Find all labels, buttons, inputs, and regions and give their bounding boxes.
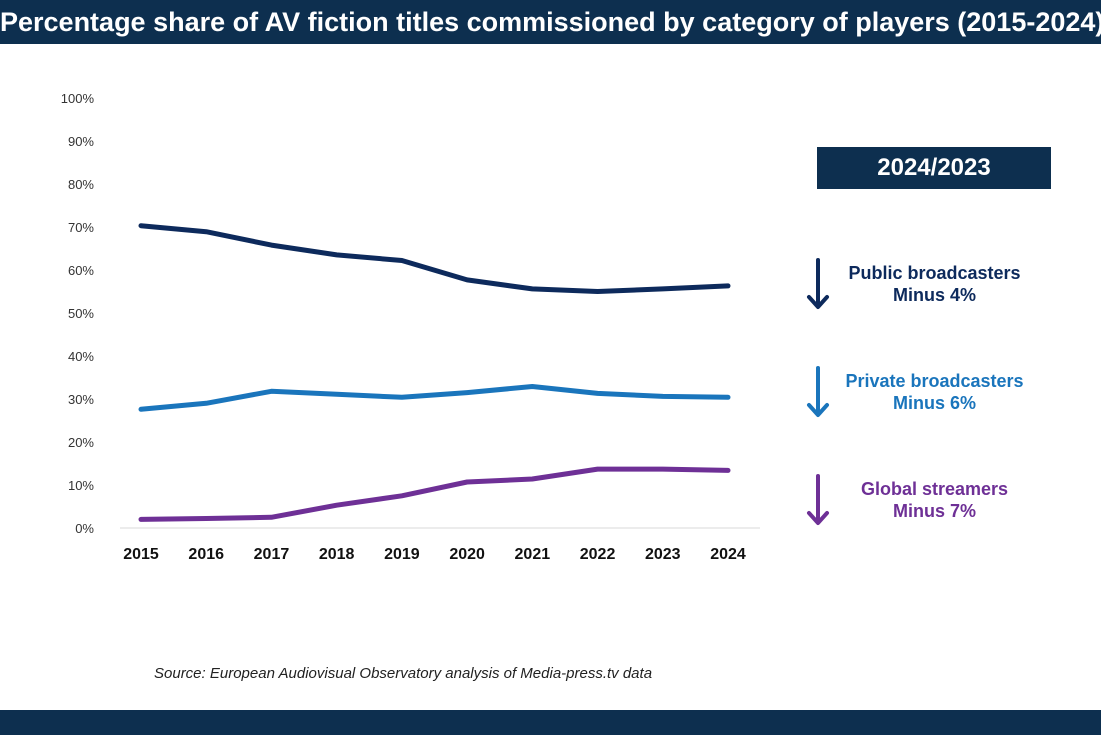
public-broadcasters-change: Public broadcasters Minus 4% [800,258,1090,314]
arrow-down-icon [807,474,829,525]
series-change: Minus 4% [892,285,976,305]
footer-bar [0,710,1101,735]
public-broadcasters-label: Public broadcasters Minus 4% [842,262,1027,306]
series-lines [138,223,731,522]
series-name: Global streamers [860,479,1009,499]
arrow-down-icon [807,258,829,309]
y-tick-label: 60% [68,263,94,278]
x-tick-label: 2021 [515,546,551,563]
series-line-streamers [138,466,731,522]
y-tick-label: 90% [68,134,94,149]
series-change: Minus 6% [892,393,976,413]
private-broadcasters-change: Private broadcasters Minus 6% [800,366,1090,422]
x-tick-label: 2022 [580,546,616,563]
source-note: Source: European Audiovisual Observatory… [154,665,653,682]
chart-title: Percentage share of AV fiction titles co… [0,0,1101,44]
y-tick-label: 40% [68,349,94,364]
y-tick-label: 50% [68,306,94,321]
y-tick-label: 100% [61,91,95,106]
comparison-period-badge: 2024/2023 [817,147,1051,189]
y-tick-label: 80% [68,177,94,192]
x-tick-label: 2024 [710,546,746,563]
private-broadcasters-label: Private broadcasters Minus 6% [842,370,1027,414]
line-chart: 0%10%20%30%40%50%60%70%80%90%100% 2015 20… [61,91,760,563]
x-tick-label: 2016 [188,546,224,563]
series-name: Private broadcasters [845,371,1024,391]
x-tick-label: 2020 [449,546,485,563]
y-tick-label: 70% [68,220,94,235]
x-tick-label: 2017 [254,546,290,563]
y-tick-label: 20% [68,435,94,450]
global-streamers-label: Global streamers Minus 7% [842,478,1027,522]
series-change: Minus 7% [892,501,976,521]
y-tick-label: 30% [68,392,94,407]
x-tick-label: 2015 [123,546,159,563]
series-line-public [138,223,731,294]
global-streamers-change: Global streamers Minus 7% [800,474,1090,530]
y-axis-ticks: 0% 10% 20% 30% 40% 50% 60% 70% 80% 90% 100% [61,91,95,536]
arrow-down-icon [807,366,829,417]
y-tick-label: 0% [75,521,94,536]
x-tick-label: 2018 [319,546,355,563]
x-tick-label: 2023 [645,546,681,563]
series-line-private [138,384,731,412]
x-axis-ticks: 2015 2016 2017 2018 2019 2020 2021 2022 2023 2024 [123,546,746,563]
y-tick-label: 10% [68,478,94,493]
x-tick-label: 2019 [384,546,420,563]
series-name: Public broadcasters [848,263,1021,283]
